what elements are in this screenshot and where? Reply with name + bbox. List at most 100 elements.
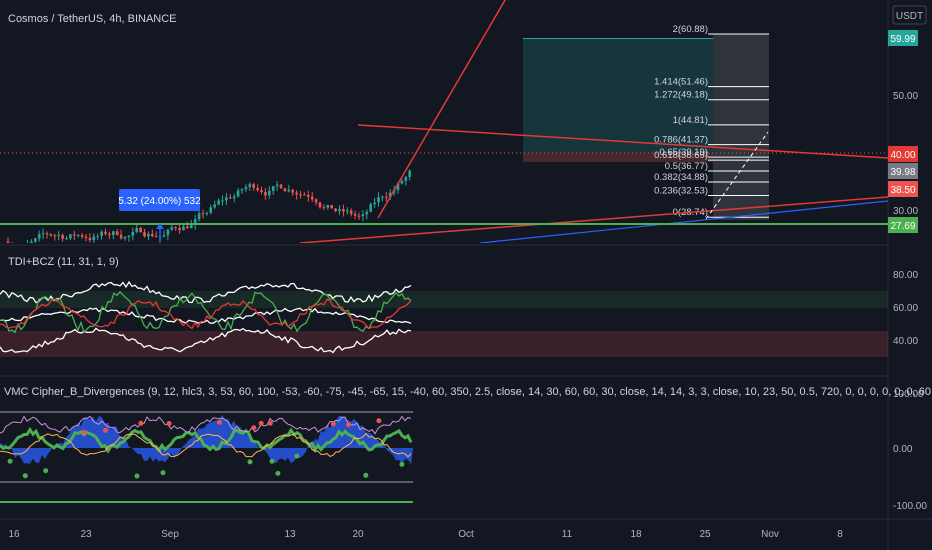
time-tick-label: 20 [352, 529, 364, 540]
vmc-title: VMC Cipher_B_Divergences (9, 12, hlc3, 3… [4, 386, 932, 398]
tdi-pane[interactable] [0, 280, 888, 357]
tdi-tick-label: 60.00 [893, 303, 918, 314]
vmc-dot [134, 473, 140, 479]
candle-body [236, 190, 240, 197]
trendline-rising-steep[interactable] [377, 0, 508, 219]
candle-body [400, 180, 404, 184]
price-badge-label: 59.99 [890, 34, 915, 45]
candle-body [388, 192, 392, 198]
fib-label: 0.618(38.69) [654, 150, 708, 161]
candle-body [108, 233, 111, 236]
candle-body [404, 176, 408, 181]
candle-body [396, 183, 400, 191]
loss-zone[interactable] [523, 153, 713, 162]
candle-body [45, 233, 49, 235]
vmc-pane[interactable] [0, 411, 413, 503]
candle-body [260, 190, 263, 192]
measure-badge[interactable] [119, 189, 200, 211]
vmc-dot [81, 429, 87, 435]
time-tick-label: Sep [161, 529, 179, 540]
price-pane[interactable]: 2(60.88) 1.414(51.46) 1.272(49.18) 1(44.81)… [0, 0, 888, 254]
trendline-blue[interactable] [479, 200, 888, 243]
candle-body [166, 229, 170, 236]
tdi-lower-band [0, 327, 412, 354]
candle-body [357, 215, 361, 217]
vmc-rsi-line [0, 415, 412, 435]
candle-body [408, 170, 411, 177]
time-tick-label: 16 [8, 529, 20, 540]
vmc-dot [247, 459, 253, 465]
price-badge-label: 40.00 [890, 150, 915, 161]
time-tick-label: 23 [80, 529, 92, 540]
time-tick-label: 8 [837, 529, 843, 540]
vmc-dot [43, 468, 49, 474]
time-tick-label: Nov [761, 529, 779, 540]
fib-zone[interactable] [713, 34, 769, 220]
vmc-dot [363, 472, 369, 478]
time-tick-label: 11 [562, 529, 573, 540]
candle-body [318, 202, 322, 208]
candle-body [135, 227, 138, 232]
trendline-descending[interactable] [357, 124, 888, 159]
price-tick-label: 30.00 [893, 206, 918, 217]
candle-body [365, 211, 369, 215]
candle-body [381, 196, 384, 198]
tdi-tick-label: 40.00 [893, 336, 918, 347]
vmc-axis[interactable]: 100.00 0.00 -100.00 [893, 389, 927, 512]
candle-body [279, 184, 283, 189]
candle-body [115, 231, 119, 235]
candle-body [303, 194, 306, 196]
candles[interactable] [6, 169, 411, 253]
price-badge [888, 30, 918, 46]
candle-body [334, 208, 337, 212]
candle-body [349, 210, 353, 214]
candle-body [275, 184, 279, 187]
time-tick-label: 13 [284, 529, 296, 540]
candle-body [112, 231, 115, 236]
vmc-dot [138, 420, 144, 426]
candle-body [377, 197, 380, 203]
candle-body [186, 226, 189, 229]
candle-body [178, 227, 181, 231]
candle-body [229, 197, 232, 199]
candle-body [174, 227, 177, 229]
candle-body [342, 209, 345, 212]
candle-body [361, 214, 365, 217]
tdi-axis[interactable]: 80.00 60.00 40.00 [893, 270, 918, 347]
candle-body [232, 196, 236, 199]
trendline-rising[interactable] [299, 196, 888, 243]
candle-body [310, 196, 314, 200]
price-badge [888, 146, 918, 162]
candle-body [119, 234, 123, 239]
vmc-tick-label: 100.00 [893, 389, 924, 400]
vmc-dot [330, 421, 336, 427]
time-axis[interactable]: 16 23 Sep 13 20 Oct 11 18 25 Nov 8 [8, 529, 843, 540]
fib-label: 0.5(36.77) [665, 161, 708, 172]
candle-body [100, 231, 103, 237]
fib-label: 0.236(32.53) [654, 185, 708, 196]
fib-label: 2(60.88) [673, 24, 708, 35]
vmc-dot [258, 420, 264, 426]
candle-body [283, 188, 287, 192]
profit-zone[interactable] [523, 38, 713, 153]
candle-body [57, 234, 60, 236]
vmc-dot [275, 470, 281, 476]
price-badge-label: 39.98 [890, 167, 915, 178]
candle-body [80, 235, 84, 237]
vmc-tick-label: 0.00 [893, 444, 913, 455]
tdi-signal-line [0, 298, 412, 330]
vmc-dot [399, 461, 405, 467]
candle-body [295, 192, 298, 195]
time-tick-label: 25 [699, 529, 711, 540]
candle-body [170, 227, 174, 230]
price-tick-label: 50.00 [893, 91, 918, 102]
candle-body [299, 194, 302, 196]
candle-body [127, 235, 131, 237]
currency-button[interactable] [892, 5, 927, 25]
price-badge [888, 181, 918, 197]
candle-body [221, 200, 224, 202]
candle-body [225, 197, 228, 201]
candle-body [30, 241, 33, 243]
